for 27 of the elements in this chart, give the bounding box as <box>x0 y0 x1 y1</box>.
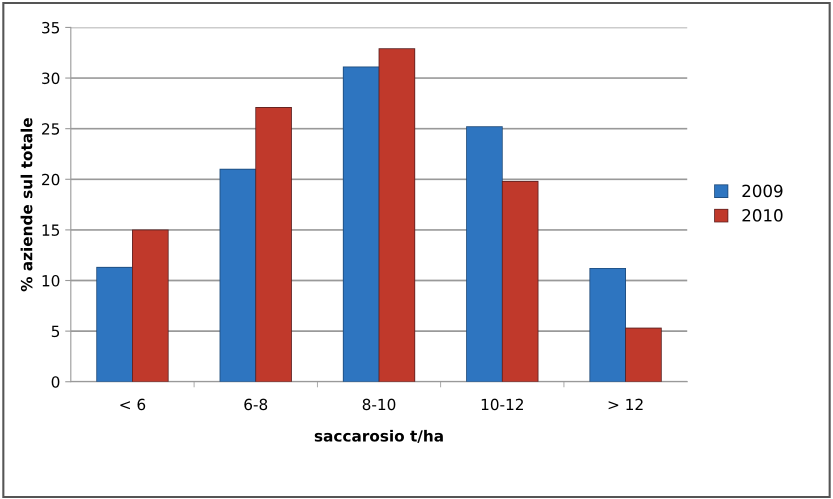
bar <box>255 106 292 382</box>
y-axis-title: % aziende sul totale <box>20 118 32 292</box>
x-tick-label: 6-8 <box>244 398 268 410</box>
bar <box>466 126 503 382</box>
y-tick-label: 5 <box>52 326 60 338</box>
y-tick-label: 15 <box>42 224 60 236</box>
y-tick-label: 35 <box>42 22 60 34</box>
x-tick-label: > 12 <box>608 398 643 410</box>
x-axis-title: saccarosio t/ha <box>314 430 443 443</box>
bar <box>502 180 538 382</box>
legend-label: 2009 <box>742 184 782 198</box>
y-tick-label: 0 <box>52 376 60 388</box>
bar <box>342 66 380 382</box>
legend-label: 2010 <box>742 209 783 222</box>
bar <box>220 168 256 382</box>
bar <box>96 266 133 382</box>
y-tick-label: 30 <box>42 72 60 84</box>
bar <box>132 229 169 382</box>
bar <box>589 268 626 382</box>
x-tick-label: 8-10 <box>362 398 396 410</box>
y-tick-label: 10 <box>42 274 60 287</box>
y-tick-label: 25 <box>42 123 60 135</box>
bar <box>378 48 416 382</box>
x-tick-label: 10-12 <box>482 398 523 410</box>
y-tick-label: 20 <box>42 174 60 186</box>
x-tick-label: < 6 <box>120 398 146 410</box>
bar <box>625 328 662 382</box>
